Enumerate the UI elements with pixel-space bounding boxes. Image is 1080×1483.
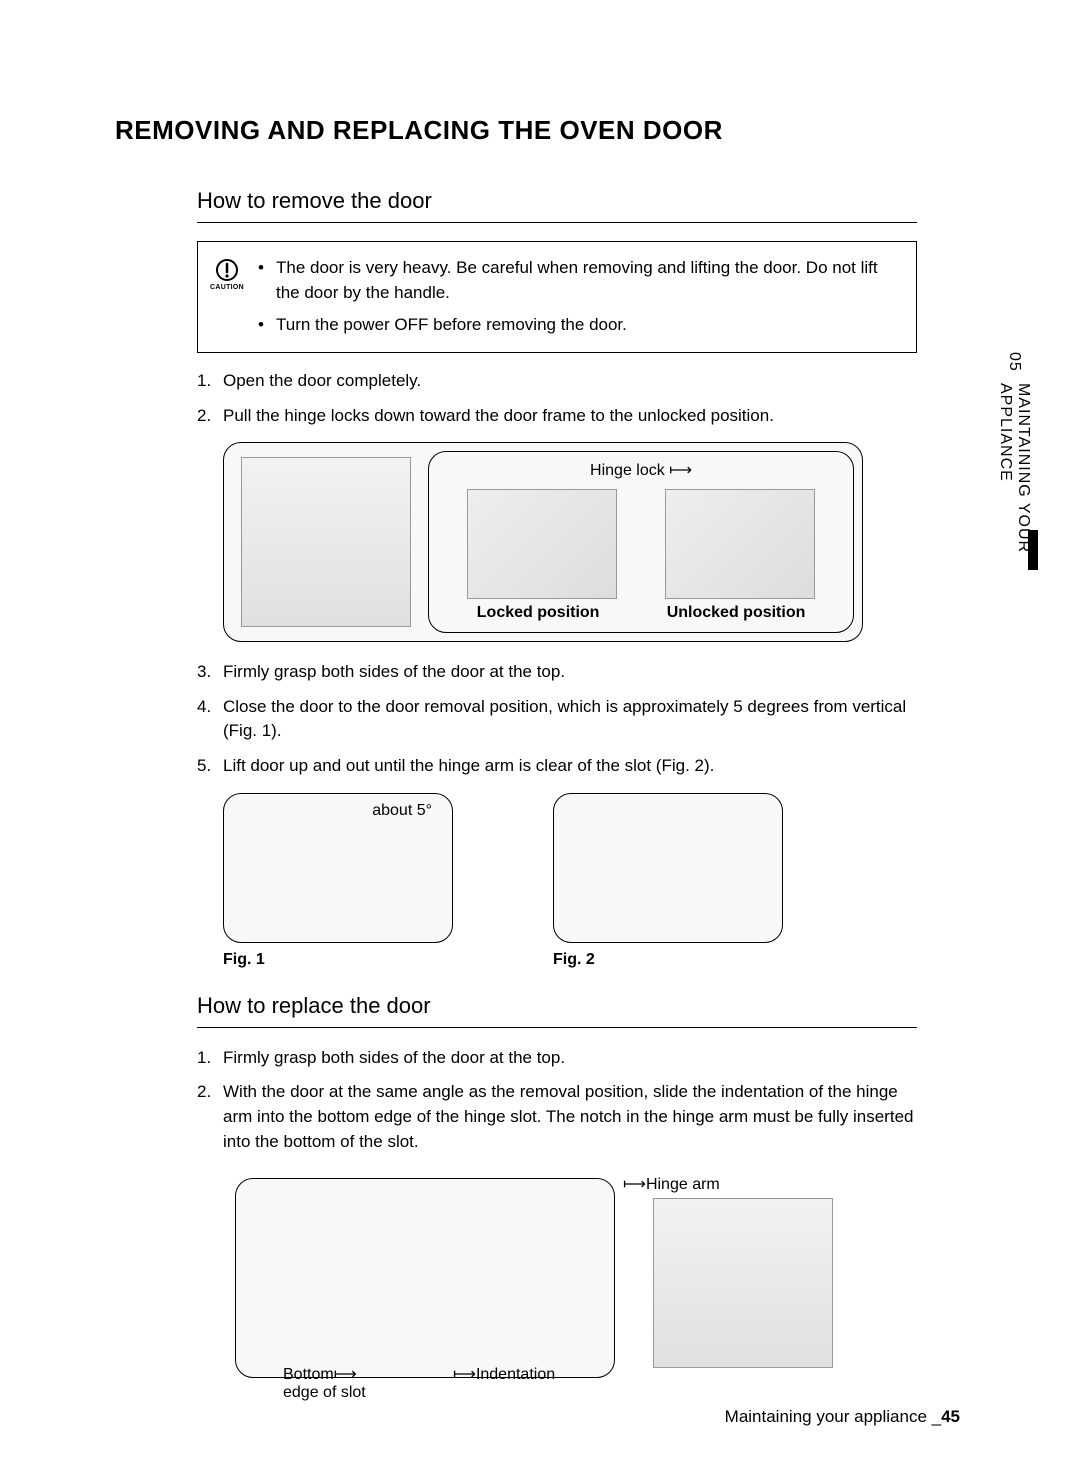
page-number: 45: [941, 1407, 960, 1426]
bottom-edge-label: Bottom⟼ edge of slot: [283, 1364, 366, 1402]
content-column: How to remove the door CAUTION The door …: [197, 188, 917, 1398]
stove-illustration: [241, 457, 411, 627]
hinge-unlocked-illustration: [665, 489, 815, 599]
hinge-arm-detail: [235, 1178, 615, 1378]
fig2-illustration: [553, 793, 783, 943]
hinge-arm-diagram: ⟼Hinge arm Bottom⟼ edge of slot ⟼Indenta…: [223, 1168, 863, 1398]
fig2-block: Fig. 2: [553, 793, 783, 969]
hinge-lock-diagram: Hinge lock ⟼ Locked position Unlocked po…: [223, 442, 863, 642]
angle-label: about 5°: [372, 802, 432, 820]
step-item: Open the door completely.: [197, 369, 917, 394]
step-item: Firmly grasp both sides of the door at t…: [197, 660, 917, 685]
diagram-stove-left: [224, 443, 428, 641]
side-tab-text: 05 MAINTAINING YOUR APPLIANCE: [996, 350, 1032, 652]
remove-steps-a: Open the door completely. Pull the hinge…: [197, 369, 917, 428]
remove-steps-b: Firmly grasp both sides of the door at t…: [197, 660, 917, 779]
figure-row: about 5° Fig. 1 Fig. 2: [223, 793, 917, 969]
replace-heading: How to replace the door: [197, 993, 917, 1019]
step-item: With the door at the same angle as the r…: [197, 1080, 917, 1154]
caution-box: CAUTION The door is very heavy. Be caref…: [197, 241, 917, 353]
unlocked-position-label: Unlocked position: [667, 604, 806, 622]
caution-list: The door is very heavy. Be careful when …: [258, 256, 900, 338]
diagram-hinge-panel: Hinge lock ⟼ Locked position Unlocked po…: [428, 451, 854, 633]
step-item: Lift door up and out until the hinge arm…: [197, 754, 917, 779]
caution-icon-wrap: CAUTION: [210, 258, 244, 291]
locked-position-label: Locked position: [477, 604, 600, 622]
fig1-block: about 5° Fig. 1: [223, 793, 453, 969]
caution-item: The door is very heavy. Be careful when …: [258, 256, 900, 305]
remove-heading: How to remove the door: [197, 188, 917, 214]
step-item: Close the door to the door removal posit…: [197, 695, 917, 744]
hinge-locked-illustration: [467, 489, 617, 599]
fig2-caption: Fig. 2: [553, 951, 783, 969]
stove-illustration-right: [653, 1198, 833, 1368]
replace-steps: Firmly grasp both sides of the door at t…: [197, 1046, 917, 1155]
step-item: Pull the hinge locks down toward the doo…: [197, 404, 917, 429]
caution-icon: [215, 258, 239, 282]
hinge-lock-label: Hinge lock ⟼: [443, 460, 839, 480]
indentation-label: ⟼Indentation: [453, 1364, 555, 1384]
caution-label: CAUTION: [210, 284, 244, 291]
caution-item: Turn the power OFF before removing the d…: [258, 313, 900, 338]
footer-text: Maintaining your appliance _: [725, 1407, 941, 1426]
fig1-illustration: about 5°: [223, 793, 453, 943]
page-footer: Maintaining your appliance _45: [725, 1407, 960, 1427]
step-item: Firmly grasp both sides of the door at t…: [197, 1046, 917, 1071]
hinge-arm-label: ⟼Hinge arm: [623, 1174, 720, 1194]
divider: [197, 222, 917, 223]
fig1-caption: Fig. 1: [223, 951, 453, 969]
page-heading: REMOVING AND REPLACING THE OVEN DOOR: [115, 115, 970, 146]
divider: [197, 1027, 917, 1028]
side-tab-marker: [1028, 530, 1038, 570]
section-side-tab: 05 MAINTAINING YOUR APPLIANCE: [996, 350, 1024, 652]
